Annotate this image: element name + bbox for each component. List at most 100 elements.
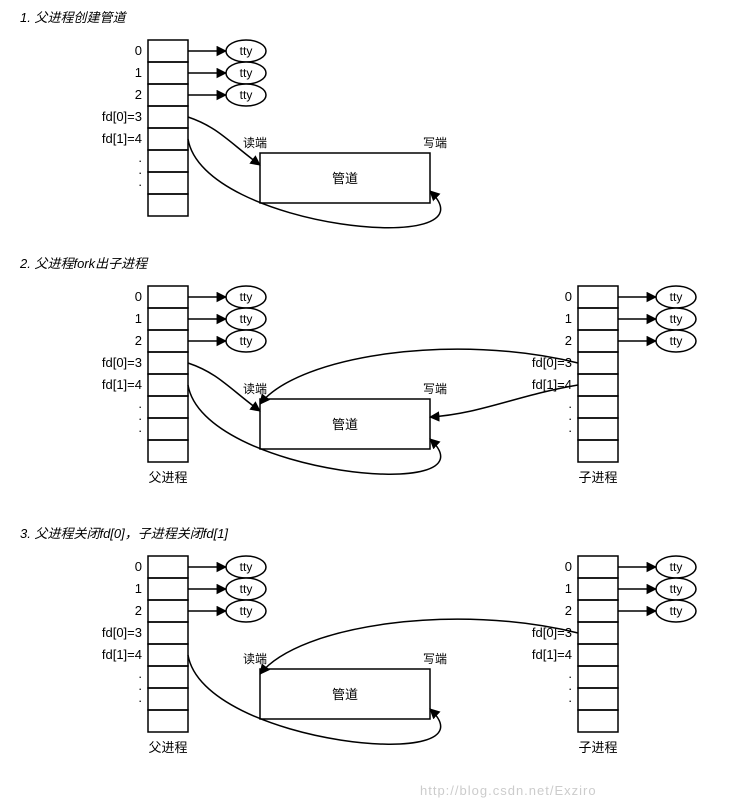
fd-cell bbox=[578, 666, 618, 688]
tty-label: tty bbox=[670, 604, 683, 618]
fd-cell bbox=[578, 330, 618, 352]
write-end-label: 写端 bbox=[423, 652, 447, 666]
fd-cell bbox=[578, 396, 618, 418]
tty-label: tty bbox=[240, 560, 253, 574]
tty-label: tty bbox=[240, 334, 253, 348]
fd-cell bbox=[148, 150, 188, 172]
fd-cell bbox=[148, 352, 188, 374]
fd-cell bbox=[578, 600, 618, 622]
tty-label: tty bbox=[240, 44, 253, 58]
table-caption: 子进程 bbox=[578, 740, 617, 755]
dot: . bbox=[568, 690, 572, 705]
child-fd1-to-write-arrow bbox=[430, 385, 578, 417]
fd-label: 0 bbox=[565, 559, 572, 574]
pipe-label: 管道 bbox=[332, 687, 358, 702]
section-2-title: 2. 父进程fork出子进程 bbox=[19, 256, 149, 271]
fd-cell bbox=[148, 644, 188, 666]
fd-cell bbox=[148, 308, 188, 330]
fd-cell bbox=[148, 330, 188, 352]
fd-cell bbox=[148, 440, 188, 462]
tty-label: tty bbox=[240, 290, 253, 304]
fd-cell bbox=[578, 286, 618, 308]
fd-cell bbox=[578, 710, 618, 732]
fd-label: 1 bbox=[135, 581, 142, 596]
fd-label: 2 bbox=[565, 333, 572, 348]
fd-cell bbox=[148, 40, 188, 62]
fd-cell bbox=[148, 128, 188, 150]
fd-cell bbox=[578, 688, 618, 710]
fd-label: 2 bbox=[565, 603, 572, 618]
tty-label: tty bbox=[240, 604, 253, 618]
dot: . bbox=[138, 690, 142, 705]
fd-label: 0 bbox=[135, 43, 142, 58]
pipe-label: 管道 bbox=[332, 417, 358, 432]
fd-label: 1 bbox=[565, 311, 572, 326]
read-end-label: 读端 bbox=[243, 136, 267, 150]
read-end-label: 读端 bbox=[243, 652, 267, 666]
tty-label: tty bbox=[240, 88, 253, 102]
fd-label: fd[1]=4 bbox=[102, 377, 142, 392]
write-end-label: 写端 bbox=[423, 382, 447, 396]
fd-cell bbox=[578, 644, 618, 666]
fd-label: 0 bbox=[565, 289, 572, 304]
fd-cell bbox=[148, 666, 188, 688]
fd-cell bbox=[578, 374, 618, 396]
tty-label: tty bbox=[240, 66, 253, 80]
child-fd0-to-read-arrow bbox=[260, 619, 578, 674]
dot: . bbox=[138, 420, 142, 435]
fd-cell bbox=[148, 172, 188, 194]
watermark: http://blog.csdn.net/Exziro bbox=[420, 783, 597, 798]
fd-cell bbox=[148, 622, 188, 644]
tty-label: tty bbox=[670, 582, 683, 596]
fd-cell bbox=[148, 556, 188, 578]
section-3-title: 3. 父进程关闭fd[0]，子进程关闭fd[1] bbox=[20, 526, 228, 541]
fd-cell bbox=[148, 194, 188, 216]
fd-label: fd[0]=3 bbox=[102, 355, 142, 370]
fd-label: 0 bbox=[135, 289, 142, 304]
fd-cell bbox=[578, 308, 618, 330]
dot: . bbox=[138, 174, 142, 189]
fd-cell bbox=[148, 62, 188, 84]
fd-cell bbox=[148, 688, 188, 710]
tty-label: tty bbox=[670, 312, 683, 326]
tty-label: tty bbox=[670, 334, 683, 348]
tty-label: tty bbox=[670, 560, 683, 574]
tty-label: tty bbox=[240, 582, 253, 596]
tty-label: tty bbox=[240, 312, 253, 326]
table-caption: 父进程 bbox=[148, 740, 187, 755]
fd-cell bbox=[148, 106, 188, 128]
fd-cell bbox=[148, 710, 188, 732]
dot: . bbox=[568, 420, 572, 435]
fd-label: fd[1]=4 bbox=[102, 131, 142, 146]
pipe-label: 管道 bbox=[332, 171, 358, 186]
fd-label: 1 bbox=[565, 581, 572, 596]
fd-cell bbox=[148, 374, 188, 396]
section-1-title: 1. 父进程创建管道 bbox=[20, 10, 127, 25]
read-end-label: 读端 bbox=[243, 382, 267, 396]
fd-label: fd[0]=3 bbox=[102, 625, 142, 640]
fd-cell bbox=[578, 622, 618, 644]
fd-label: 2 bbox=[135, 87, 142, 102]
fd-cell bbox=[148, 84, 188, 106]
fd-label: 1 bbox=[135, 65, 142, 80]
table-caption: 子进程 bbox=[578, 470, 617, 485]
tty-label: tty bbox=[670, 290, 683, 304]
fd-cell bbox=[148, 600, 188, 622]
fd-label: 1 bbox=[135, 311, 142, 326]
fd-label: fd[0]=3 bbox=[102, 109, 142, 124]
fd-cell bbox=[578, 352, 618, 374]
fd-label: 0 bbox=[135, 559, 142, 574]
fd-label: fd[1]=4 bbox=[102, 647, 142, 662]
write-end-label: 写端 bbox=[423, 136, 447, 150]
fd-label: fd[1]=4 bbox=[532, 647, 572, 662]
fd-label: 2 bbox=[135, 603, 142, 618]
fd-cell bbox=[148, 396, 188, 418]
fd-cell bbox=[578, 578, 618, 600]
fd-cell bbox=[578, 418, 618, 440]
fd-cell bbox=[148, 418, 188, 440]
fd-cell bbox=[578, 440, 618, 462]
fd-cell bbox=[578, 556, 618, 578]
table-caption: 父进程 bbox=[148, 470, 187, 485]
fd-cell bbox=[148, 578, 188, 600]
fd-cell bbox=[148, 286, 188, 308]
